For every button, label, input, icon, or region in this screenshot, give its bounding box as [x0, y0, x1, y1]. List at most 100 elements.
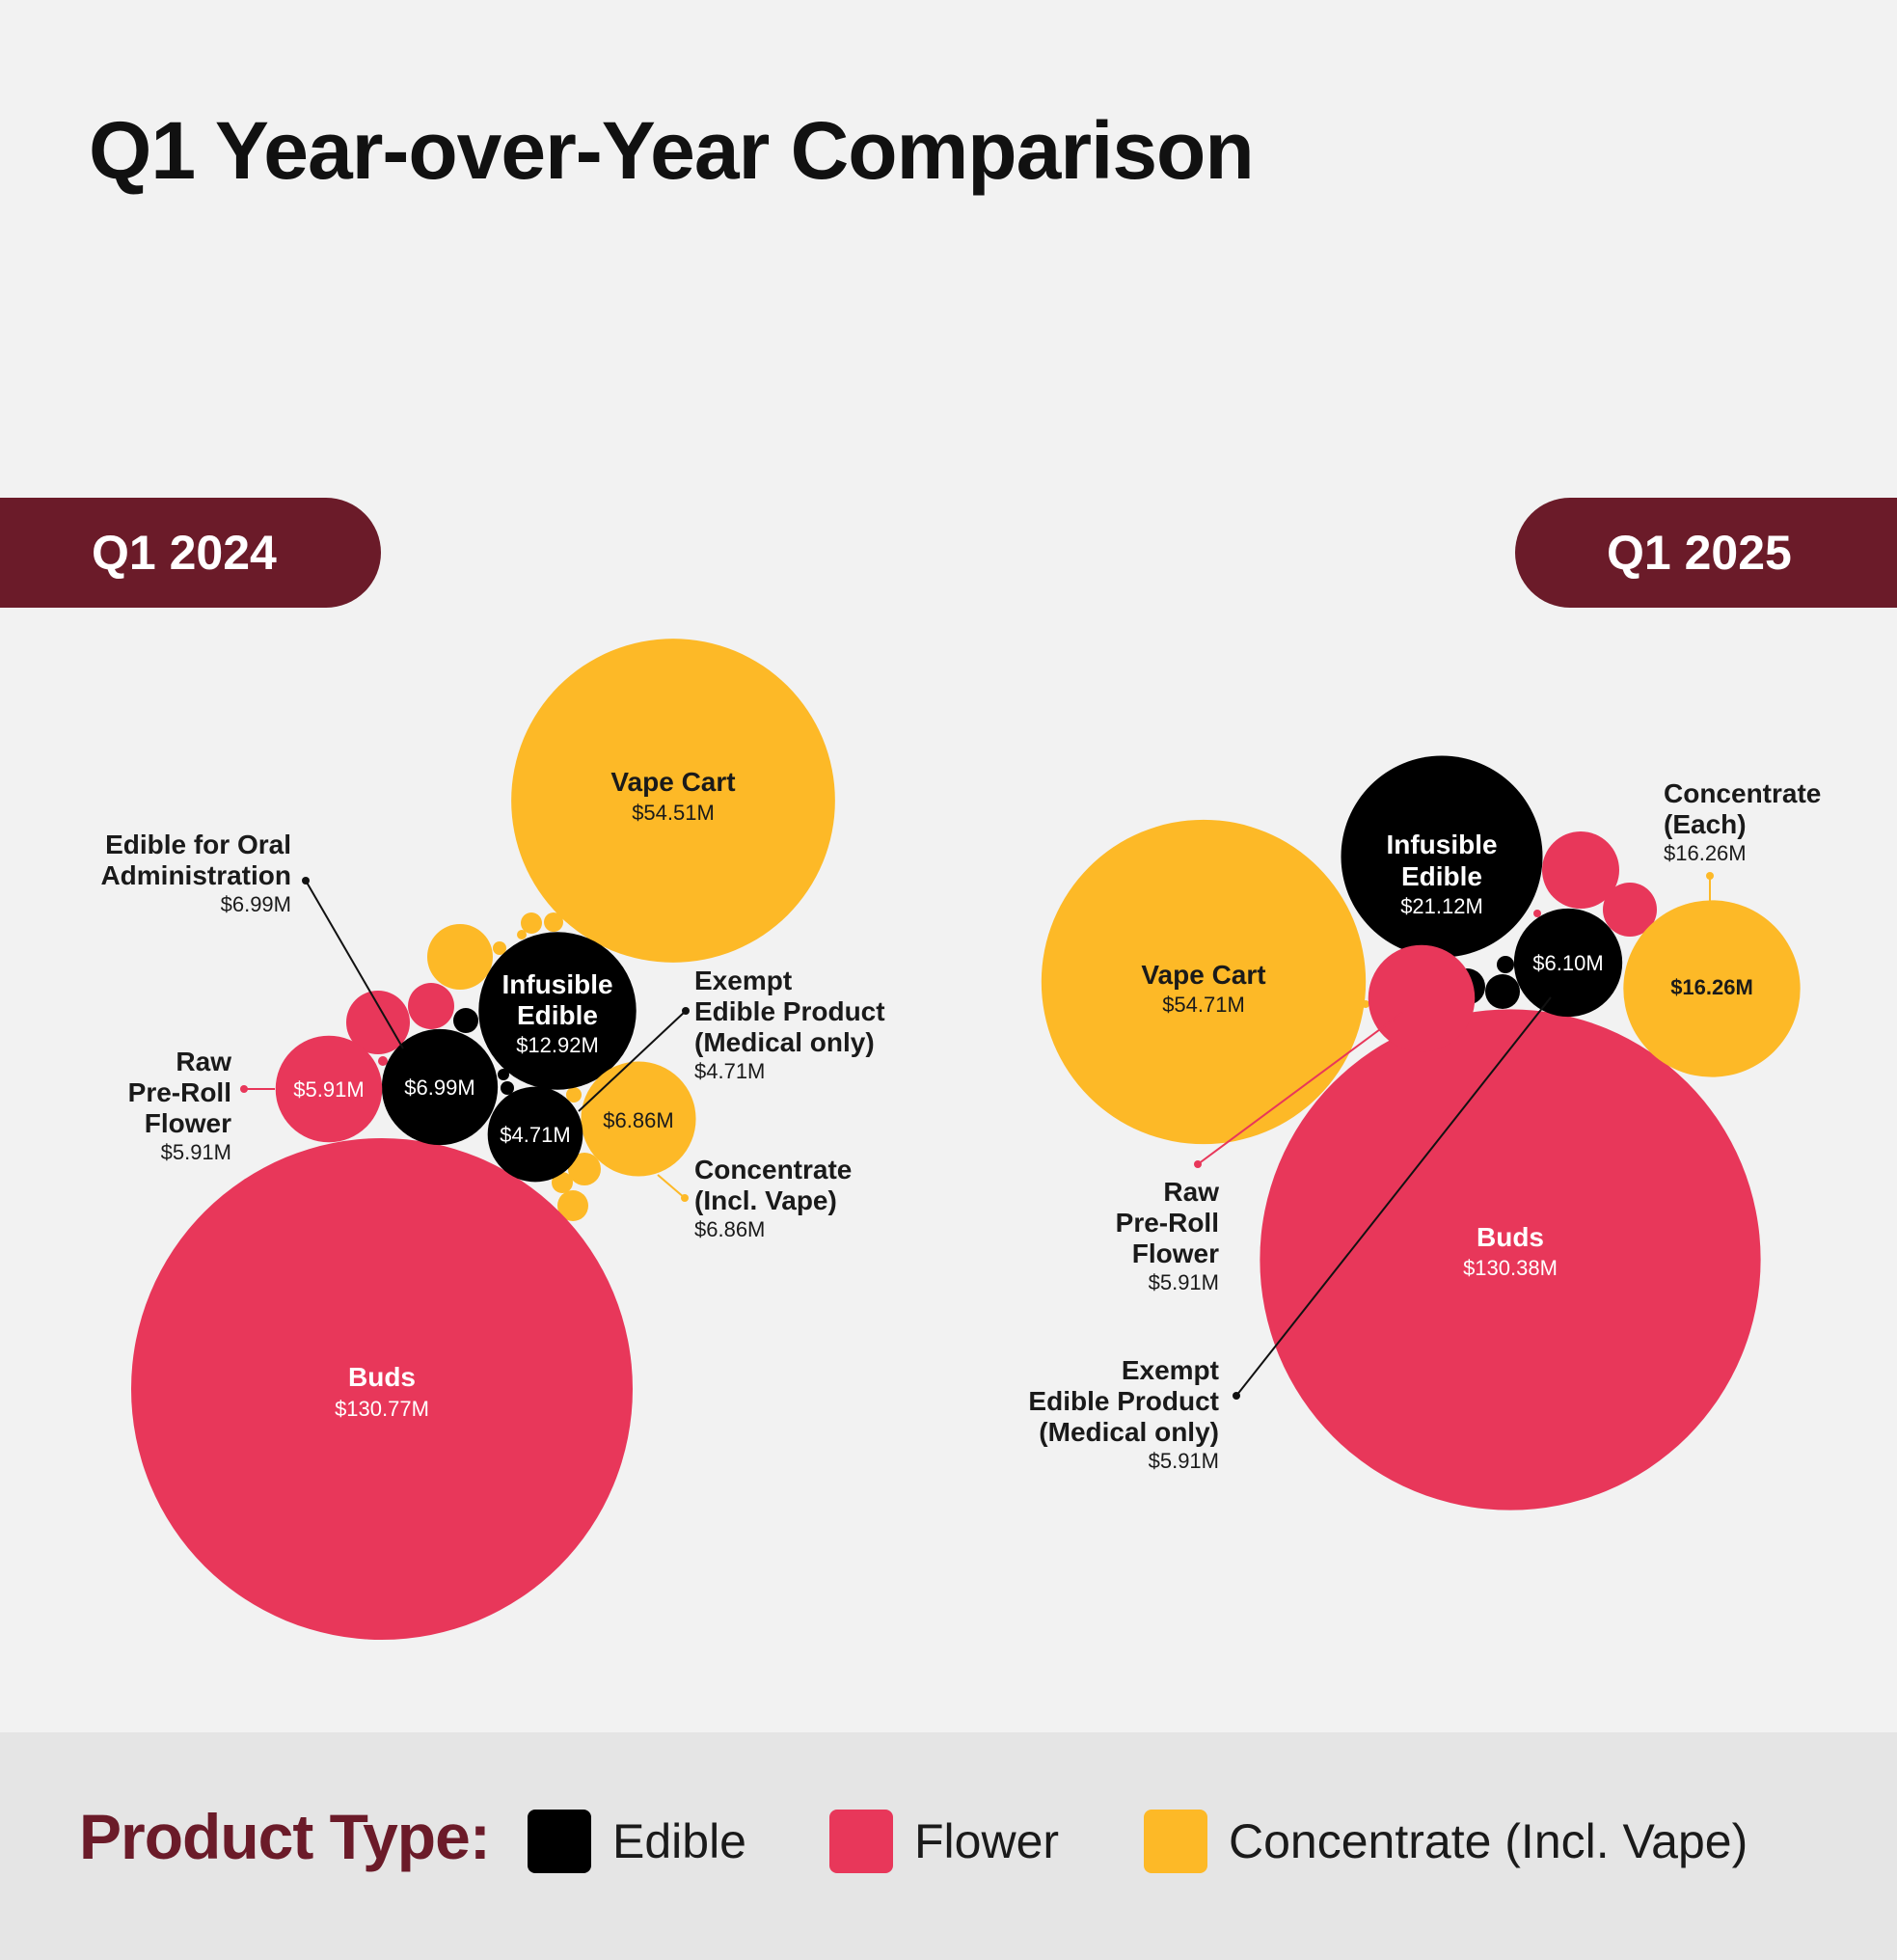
q2025-bubble-exempt-edible-product-medical-only	[1513, 908, 1623, 1018]
q2024-minor-bubble-5	[521, 912, 542, 934]
q2024-callout-pre-roll-line-3: Flower	[145, 1108, 231, 1138]
period-tab-q1-2024: Q1 2024	[0, 498, 381, 608]
legend-swatch-edible	[528, 1810, 591, 1873]
q2025-leader-line-exempt-edible	[1235, 996, 1552, 1397]
q2024-label-buds-name: Buds	[348, 1362, 416, 1392]
q2025-leader-dot-exempt-edible	[1233, 1392, 1240, 1400]
q2025-callout-pre-roll-value: $5.91M	[1149, 1270, 1219, 1294]
page-title: Q1 Year-over-Year Comparison	[89, 105, 1255, 196]
q2024-minor-bubble-7	[493, 941, 506, 955]
q2024-minor-bubble-10	[501, 1081, 514, 1095]
q2024-callout-exempt-edible-line-2: Edible Product	[694, 996, 885, 1026]
q2024-bubble-exempt-edible-product-medical-only	[487, 1086, 583, 1183]
q2025-label-buds-value: $130.38M	[1463, 1256, 1558, 1280]
q2024-callout-concentrate-line-1: Concentrate	[694, 1155, 852, 1184]
q2024-bubble-edible-for-oral-administration	[381, 1028, 499, 1146]
q2024-minor-bubble-16	[557, 1190, 588, 1221]
q2024-label-infusible-edible-value: $12.92M	[516, 1033, 599, 1057]
q2024-leader-line-exempt-edible	[578, 1010, 687, 1112]
q2024-minor-bubble-9	[498, 1069, 509, 1080]
q2024-label-pre-roll-value: $5.91M	[293, 1077, 364, 1102]
q2024-callout-pre-roll-value: $5.91M	[161, 1140, 231, 1164]
q2025-minor-bubble-2	[1603, 883, 1657, 937]
q2024-callout-oral-edible-line-1: Edible for Oral	[105, 830, 291, 859]
q2024-minor-bubble-14	[568, 1153, 601, 1185]
q2024-bubble-buds	[131, 1138, 633, 1640]
q2024-bubble-concentrate-incl-vape	[581, 1061, 696, 1177]
q2024-minor-bubble-1	[427, 924, 493, 990]
legend-item-flower: Flower	[829, 1810, 1059, 1873]
q2025-label-vape-cart-value: $54.71M	[1162, 993, 1245, 1017]
period-tab-q1-2025: Q1 2025	[1515, 498, 1897, 608]
q2024-callout-pre-roll-line-1: Raw	[176, 1047, 231, 1076]
q2025-label-buds-name: Buds	[1477, 1222, 1544, 1252]
q2024-leader-dot-pre-roll	[240, 1085, 248, 1093]
q2025-bubble-infusible-edible	[1341, 755, 1543, 958]
q2025-label-infusible-edible-name-2: Edible	[1401, 861, 1482, 891]
q2025-label-concentrate-each-value: $16.26M	[1670, 975, 1753, 999]
q2025-callout-exempt-edible-value: $5.91M	[1149, 1449, 1219, 1473]
q2025-bubble-buds	[1260, 1009, 1761, 1511]
q2024-label-infusible-edible-name-2: Edible	[517, 1000, 598, 1030]
q2025-leader-line-pre-roll	[1197, 1012, 1403, 1165]
q2024-label-buds-value: $130.77M	[335, 1397, 429, 1421]
q2025-callout-exempt-edible-line-1: Exempt	[1122, 1355, 1219, 1385]
q2025-callout-concentrate-each-value: $16.26M	[1664, 841, 1747, 865]
q2024-minor-bubble-15	[552, 1172, 573, 1193]
legend-label-concentrate: Concentrate (Incl. Vape)	[1229, 1814, 1748, 1868]
q2025-label-infusible-edible-value: $21.12M	[1400, 894, 1483, 918]
q2024-minor-bubble-11	[378, 1056, 388, 1066]
q2024-minor-bubble-2	[346, 991, 410, 1054]
q2025-callout-concentrate-each-line-2: (Each)	[1664, 809, 1747, 839]
q2025-minor-bubble-6	[1533, 910, 1541, 917]
q2024-minor-bubble-4	[453, 1008, 478, 1033]
q2025-callout-pre-roll-line-2: Pre-Roll	[1116, 1208, 1219, 1238]
q2024-bubble-vape-cart	[511, 639, 835, 963]
q2025-bubble-raw-pre-roll-flower	[1368, 944, 1476, 1052]
legend-swatch-flower	[829, 1810, 893, 1873]
q2025-label-infusible-edible-name-1: Infusible	[1386, 830, 1497, 859]
q2024-label-exempt-edible-value: $4.71M	[500, 1123, 570, 1147]
q2024-leader-dot-concentrate	[681, 1194, 689, 1202]
q2025-callout-exempt-edible-line-3: (Medical only)	[1039, 1417, 1219, 1447]
q2024-label-vape-cart-name: Vape Cart	[610, 767, 735, 797]
q2025-callout-pre-roll-line-1: Raw	[1163, 1177, 1219, 1207]
q2025-callout-pre-roll-line-3: Flower	[1132, 1239, 1219, 1268]
q2025-label-exempt-edible-value: $6.10M	[1532, 951, 1603, 975]
q2024-bubble-infusible-edible	[478, 932, 637, 1090]
q2025-callout-exempt-edible-line-2: Edible Product	[1028, 1386, 1219, 1416]
q2024-minor-bubble-6	[544, 912, 563, 932]
q2025-bubble-vape-cart	[1041, 819, 1367, 1145]
legend-swatch-concentrate	[1144, 1810, 1207, 1873]
q2025-leader-dot-concentrate-each	[1706, 872, 1714, 880]
q2024-callout-exempt-edible-value: $4.71M	[694, 1059, 765, 1083]
q2024-label-concentrate-value: $6.86M	[603, 1108, 673, 1132]
legend-label-flower: Flower	[914, 1814, 1060, 1868]
q2024-bubble-raw-pre-roll-flower	[275, 1035, 383, 1143]
q2024-minor-bubble-13	[566, 1087, 582, 1102]
q2024-callout-pre-roll-line-2: Pre-Roll	[128, 1077, 231, 1107]
q2024-label-oral-edible-value: $6.99M	[404, 1075, 474, 1100]
q2024-callout-oral-edible-value: $6.99M	[221, 892, 291, 916]
q2025-minor-bubble-4	[1485, 974, 1520, 1009]
q2024-minor-bubble-8	[517, 930, 527, 939]
q2024-callout-exempt-edible-line-3: (Medical only)	[694, 1027, 875, 1057]
q2025-minor-bubble-1	[1542, 831, 1619, 909]
q2025-minor-bubble-5	[1497, 956, 1514, 973]
legend-title: Product Type:	[79, 1801, 491, 1872]
q2024-callout-oral-edible-line-2: Administration	[100, 860, 291, 890]
q2024-minor-bubble-3	[408, 983, 454, 1029]
q2024-leader-line-oral-edible	[305, 880, 404, 1049]
legend-item-concentrate: Concentrate (Incl. Vape)	[1144, 1810, 1748, 1873]
q2025-bubble-concentrate-each	[1623, 900, 1801, 1077]
q2024-callout-exempt-edible-line-1: Exempt	[694, 966, 792, 995]
legend-item-edible: Edible	[528, 1810, 746, 1873]
q2024-callout-concentrate-value: $6.86M	[694, 1217, 765, 1241]
legend: Product Type: Edible Flower Concentrate …	[0, 1732, 1897, 1960]
q2024-leader-dot-exempt-edible	[682, 1007, 690, 1015]
q2024-leader-line-concentrate	[657, 1174, 686, 1199]
q2025-leader-dot-pre-roll	[1194, 1160, 1202, 1168]
q2025-callout-concentrate-each-line-1: Concentrate	[1664, 778, 1821, 808]
q2025-label-vape-cart-name: Vape Cart	[1141, 960, 1265, 990]
